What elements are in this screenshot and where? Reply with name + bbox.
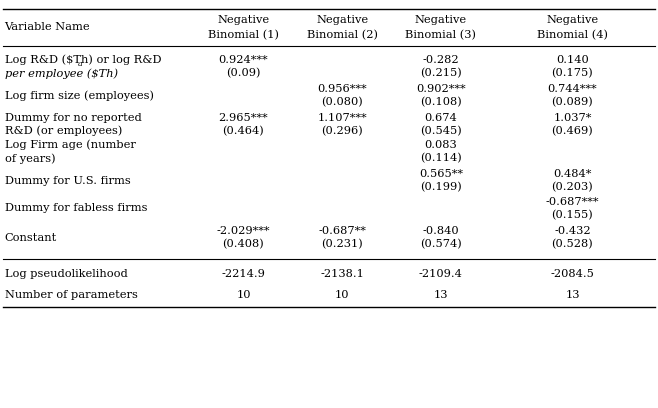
Text: -2214.9: -2214.9 [222,269,265,279]
Text: (0.464): (0.464) [222,126,265,136]
Text: Log firm size (employees): Log firm size (employees) [5,91,153,101]
Text: a: a [78,60,83,69]
Text: (0.199): (0.199) [420,182,462,193]
Text: (0.408): (0.408) [222,239,265,250]
Text: -2109.4: -2109.4 [419,269,463,279]
Text: 10: 10 [236,290,251,299]
Text: 13: 13 [565,290,580,299]
Text: Negative: Negative [546,15,599,24]
Text: Dummy for U.S. firms: Dummy for U.S. firms [5,175,130,186]
Text: 0.924***: 0.924*** [218,55,268,65]
Text: (0.09): (0.09) [226,68,261,79]
Text: (0.155): (0.155) [551,210,594,220]
Text: Constant: Constant [5,233,57,243]
Text: Log R&D ($Th) or log R&D: Log R&D ($Th) or log R&D [5,55,161,65]
Text: -0.687***: -0.687*** [545,197,599,206]
Text: -0.687**: -0.687** [318,226,366,236]
Text: 0.744***: 0.744*** [547,84,597,94]
Text: -0.840: -0.840 [422,226,459,236]
Text: 1.037*: 1.037* [553,113,592,122]
Text: 0.902***: 0.902*** [416,84,466,94]
Text: Dummy for no reported: Dummy for no reported [5,113,141,122]
Text: -0.282: -0.282 [422,55,459,65]
Text: (0.114): (0.114) [420,153,462,164]
Text: -0.432: -0.432 [554,226,591,236]
Text: 13: 13 [434,290,448,299]
Text: R&D (or employees): R&D (or employees) [5,126,122,136]
Text: per employee ($Th): per employee ($Th) [5,68,118,79]
Text: 0.674: 0.674 [424,113,457,122]
Text: (0.215): (0.215) [420,68,462,79]
Text: (0.108): (0.108) [420,97,462,108]
Text: Variable Name: Variable Name [5,22,90,32]
Text: (0.296): (0.296) [321,126,363,136]
Text: 2.965***: 2.965*** [218,113,268,122]
Text: Binomial (1): Binomial (1) [208,30,279,40]
Text: -2084.5: -2084.5 [551,269,594,279]
Text: (0.231): (0.231) [321,239,363,250]
Text: (0.574): (0.574) [420,239,462,250]
Text: Number of parameters: Number of parameters [5,290,138,299]
Text: (0.528): (0.528) [551,239,594,250]
Text: (0.175): (0.175) [551,68,594,79]
Text: (0.089): (0.089) [551,97,594,108]
Text: Binomial (4): Binomial (4) [537,30,608,40]
Text: Binomial (3): Binomial (3) [405,30,476,40]
Text: Negative: Negative [217,15,270,24]
Text: 0.956***: 0.956*** [317,84,367,94]
Text: 0.565**: 0.565** [419,169,463,179]
Text: 10: 10 [335,290,349,299]
Text: -2138.1: -2138.1 [320,269,364,279]
Text: (0.469): (0.469) [551,126,594,136]
Text: 1.107***: 1.107*** [317,113,367,122]
Text: 0.484*: 0.484* [553,169,592,179]
Text: Negative: Negative [415,15,467,24]
Text: 0.140: 0.140 [556,55,589,65]
Text: 0.083: 0.083 [424,140,457,150]
Text: Dummy for fabless firms: Dummy for fabless firms [5,203,147,213]
Text: (0.203): (0.203) [551,182,594,193]
Text: Log Firm age (number: Log Firm age (number [5,140,136,150]
Text: (0.545): (0.545) [420,126,462,136]
Text: of years): of years) [5,153,55,164]
Text: Log pseudolikelihood: Log pseudolikelihood [5,269,128,279]
Text: (0.080): (0.080) [321,97,363,108]
Text: Binomial (2): Binomial (2) [307,30,378,40]
Text: -2.029***: -2.029*** [216,226,270,236]
Text: Negative: Negative [316,15,368,24]
